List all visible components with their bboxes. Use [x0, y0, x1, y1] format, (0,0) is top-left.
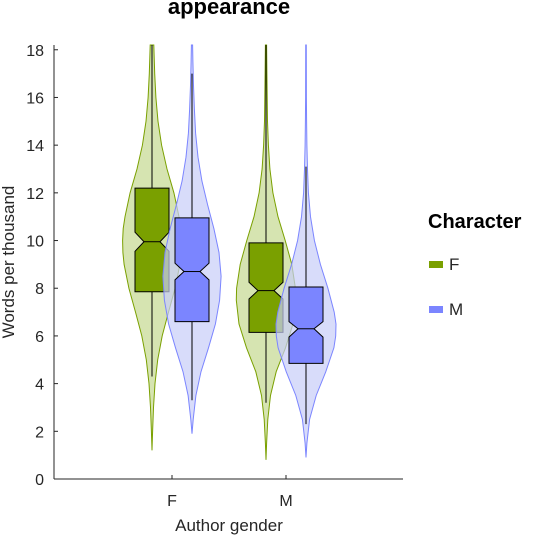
box-m-m — [288, 286, 324, 364]
x-tick-label-f: F — [167, 493, 177, 510]
y-tick-label: 14 — [26, 138, 44, 155]
y-tick-label: 8 — [35, 281, 44, 298]
y-tick-label: 16 — [26, 90, 44, 107]
y-tick-label: 0 — [35, 472, 44, 489]
legend-item-f: F — [429, 255, 459, 274]
legend-item-m: M — [429, 300, 463, 319]
box-m-f — [174, 217, 210, 323]
series-m — [162, 44, 337, 458]
x-tick-label-m: M — [279, 493, 292, 510]
y-tick-label: 6 — [35, 329, 44, 346]
y-tick-label: 10 — [26, 234, 44, 251]
legend-label-f: F — [449, 255, 459, 274]
x-axis-title: Author gender — [175, 516, 283, 535]
legend-title: Character — [428, 211, 522, 233]
y-tick-label: 4 — [35, 377, 44, 394]
axes: 0 2 4 6 8 10 12 14 16 18 F M — [26, 43, 403, 510]
legend-items: FM — [429, 255, 463, 319]
y-tick-label: 2 — [35, 424, 44, 441]
y-tick-label: 18 — [26, 43, 44, 60]
plot-area — [122, 44, 337, 460]
legend: Character FM — [428, 211, 522, 319]
y-tick-label: 12 — [26, 186, 44, 203]
y-axis-title: Words per thousand — [0, 186, 18, 339]
chart-title: appearance — [168, 0, 290, 19]
legend-label-m: M — [449, 300, 463, 319]
legend-swatch-f — [429, 261, 443, 268]
legend-swatch-m — [429, 306, 443, 313]
